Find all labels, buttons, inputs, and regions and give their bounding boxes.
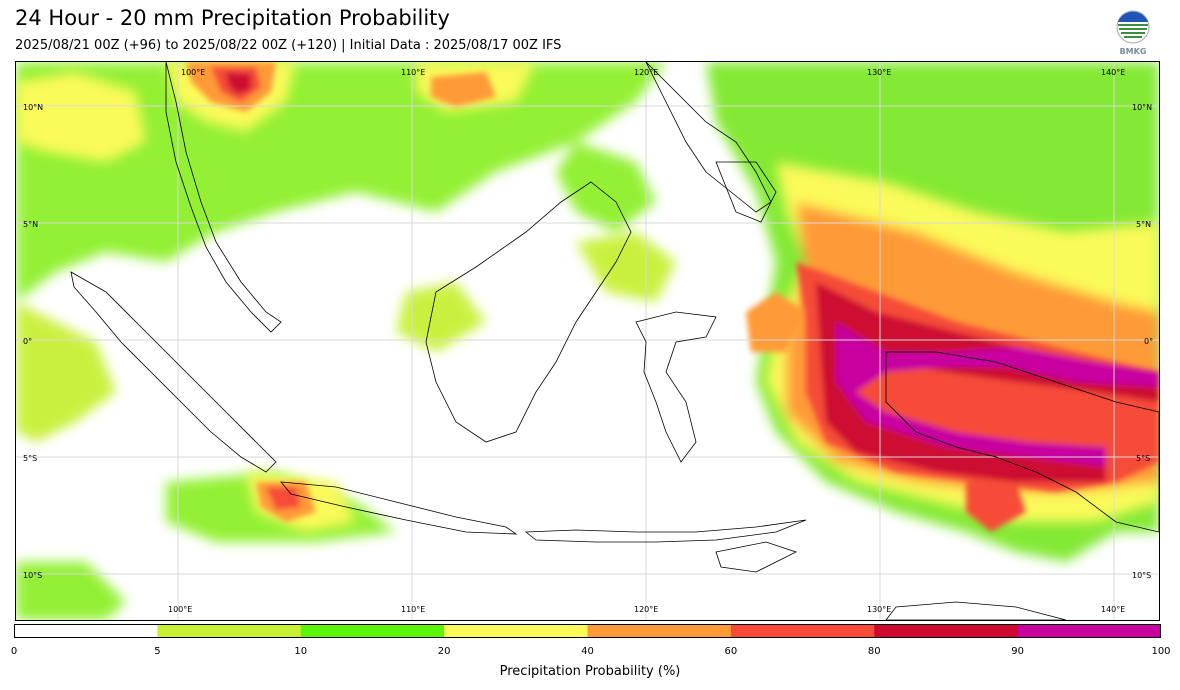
graticule xyxy=(16,62,1159,620)
colorbar-segment xyxy=(300,624,445,638)
colorbar-tick-label: 10 xyxy=(294,646,308,657)
colorbar-tick-label: 80 xyxy=(867,646,881,657)
lat-label-right: 5°S xyxy=(1136,454,1150,463)
map-subtitle: 2025/08/21 00Z (+96) to 2025/08/22 00Z (… xyxy=(15,38,562,53)
colorbar-title: Precipitation Probability (%) xyxy=(499,664,681,679)
lon-label-bottom: 140°E xyxy=(1101,605,1125,614)
lon-label-top: 100°E xyxy=(181,68,205,77)
colorbar-tick-label: 5 xyxy=(154,646,161,657)
map-title: 24 Hour - 20 mm Precipitation Probabilit… xyxy=(15,6,450,30)
colorbar-tick-label: 40 xyxy=(581,646,594,657)
colorbar-segment xyxy=(444,624,589,638)
coastlines xyxy=(70,62,1159,620)
lat-label-right: 5°N xyxy=(1136,220,1151,229)
colorbar-segment xyxy=(587,624,732,638)
logo-text: BMKG xyxy=(1120,47,1147,56)
colorbar-tick-label: 0 xyxy=(10,646,18,657)
lon-labels-bottom: 100°E 110°E 120°E 130°E 140°E xyxy=(168,605,1125,614)
precipitation-map: 100°E 110°E 120°E 130°E 140°E 100°E 110°… xyxy=(16,62,1159,620)
colorbar-segment xyxy=(157,624,302,638)
lat-label-left: 5°N xyxy=(23,220,38,229)
lon-label-top: 110°E xyxy=(401,68,425,77)
lon-label-bottom: 110°E xyxy=(401,605,425,614)
lat-label-right: 10°N xyxy=(1132,103,1152,112)
lat-labels-left: 10°N 5°N 0° 5°S 10°S xyxy=(23,103,43,580)
colorbar-segment xyxy=(1017,624,1161,638)
lon-label-top: 140°E xyxy=(1101,68,1125,77)
precip-field-high xyxy=(186,62,1159,532)
lon-label-bottom: 120°E xyxy=(634,605,658,614)
colorbar-segment xyxy=(14,624,158,638)
map-panel: 100°E 110°E 120°E 130°E 140°E 100°E 110°… xyxy=(15,61,1160,621)
colorbar-tick-label: 60 xyxy=(724,646,738,657)
colorbar-tick-label: 20 xyxy=(437,646,451,657)
lon-labels-top: 100°E 110°E 120°E 130°E 140°E xyxy=(181,68,1125,77)
lat-labels-right: 10°N 5°N 0° 5°S 10°S xyxy=(1132,103,1153,580)
lat-label-left: 10°N xyxy=(23,103,43,112)
lon-label-top: 120°E xyxy=(634,68,658,77)
colorbar-tick-label: 90 xyxy=(1011,646,1024,657)
lat-label-left: 0° xyxy=(23,337,32,346)
lon-label-bottom: 130°E xyxy=(867,605,891,614)
colorbar-segment xyxy=(874,624,1019,638)
lon-label-bottom: 100°E xyxy=(168,605,192,614)
lat-label-right: 10°S xyxy=(1132,571,1151,580)
lon-label-top: 130°E xyxy=(867,68,891,77)
lat-label-left: 10°S xyxy=(23,571,42,580)
lat-label-right: 0° xyxy=(1144,337,1153,346)
colorbar-segment xyxy=(730,624,875,638)
colorbar-segments xyxy=(14,624,1161,638)
colorbar-tick-label: 100 xyxy=(1151,646,1171,657)
colorbar xyxy=(14,624,1161,638)
bmkg-logo: BMKG xyxy=(1116,10,1150,56)
lat-label-left: 5°S xyxy=(23,454,37,463)
